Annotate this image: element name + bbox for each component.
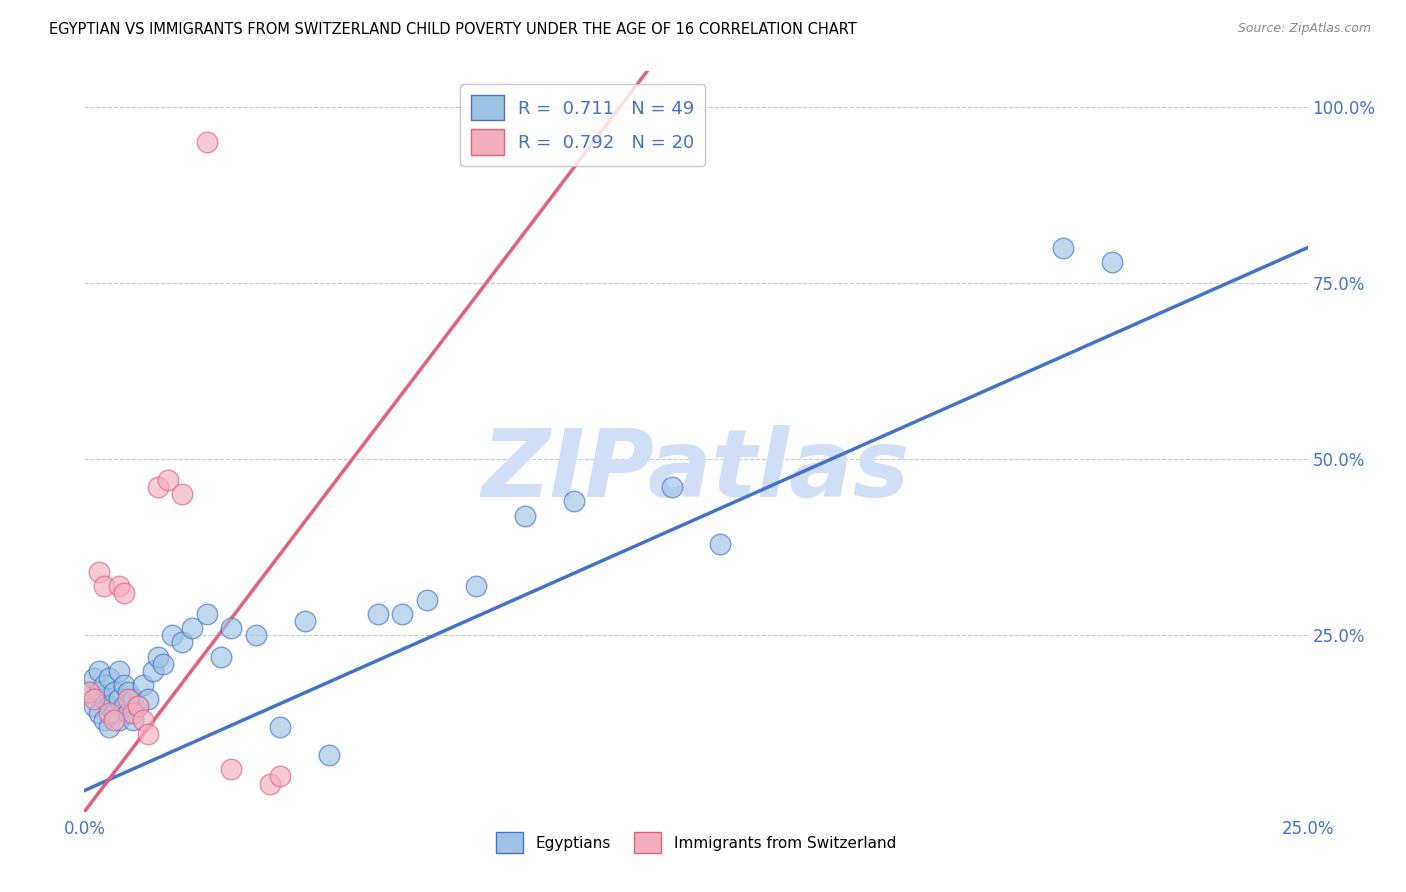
Point xyxy=(661,480,683,494)
Point xyxy=(269,769,291,783)
Point xyxy=(146,480,169,494)
Point xyxy=(83,698,105,713)
Point xyxy=(172,487,194,501)
Point xyxy=(93,713,115,727)
Point xyxy=(112,586,135,600)
Point xyxy=(156,473,179,487)
Point xyxy=(219,621,242,635)
Point xyxy=(464,579,486,593)
Point xyxy=(77,685,100,699)
Point xyxy=(709,537,731,551)
Point xyxy=(107,579,129,593)
Point xyxy=(219,763,242,777)
Point xyxy=(117,706,139,720)
Point xyxy=(367,607,389,622)
Point xyxy=(146,649,169,664)
Point xyxy=(112,698,135,713)
Point xyxy=(93,579,115,593)
Point xyxy=(318,748,340,763)
Point xyxy=(117,692,139,706)
Point xyxy=(97,671,120,685)
Point xyxy=(1101,254,1123,268)
Text: ZIPatlas: ZIPatlas xyxy=(482,425,910,517)
Point xyxy=(97,698,120,713)
Point xyxy=(416,593,439,607)
Point xyxy=(391,607,413,622)
Point xyxy=(269,720,291,734)
Legend: Egyptians, Immigrants from Switzerland: Egyptians, Immigrants from Switzerland xyxy=(489,826,903,860)
Point xyxy=(87,664,110,678)
Point xyxy=(136,692,159,706)
Point xyxy=(87,685,110,699)
Point xyxy=(132,678,155,692)
Point xyxy=(112,678,135,692)
Point xyxy=(136,727,159,741)
Point xyxy=(103,685,125,699)
Point xyxy=(209,649,232,664)
Point xyxy=(1052,241,1074,255)
Point xyxy=(122,706,145,720)
Point xyxy=(107,692,129,706)
Point xyxy=(172,635,194,649)
Point xyxy=(294,615,316,629)
Point xyxy=(87,706,110,720)
Point xyxy=(83,692,105,706)
Point xyxy=(195,135,218,149)
Point xyxy=(93,692,115,706)
Point xyxy=(132,713,155,727)
Point xyxy=(181,621,204,635)
Point xyxy=(152,657,174,671)
Point xyxy=(142,664,165,678)
Point xyxy=(117,685,139,699)
Point xyxy=(77,685,100,699)
Point xyxy=(97,706,120,720)
Point xyxy=(127,698,149,713)
Point xyxy=(245,628,267,642)
Point xyxy=(162,628,184,642)
Point xyxy=(513,508,536,523)
Point xyxy=(107,664,129,678)
Text: Source: ZipAtlas.com: Source: ZipAtlas.com xyxy=(1237,22,1371,36)
Point xyxy=(103,706,125,720)
Point xyxy=(107,713,129,727)
Point xyxy=(97,720,120,734)
Point xyxy=(103,713,125,727)
Point xyxy=(259,776,281,790)
Point xyxy=(122,713,145,727)
Point xyxy=(87,565,110,579)
Point xyxy=(122,692,145,706)
Point xyxy=(83,671,105,685)
Text: EGYPTIAN VS IMMIGRANTS FROM SWITZERLAND CHILD POVERTY UNDER THE AGE OF 16 CORREL: EGYPTIAN VS IMMIGRANTS FROM SWITZERLAND … xyxy=(49,22,858,37)
Point xyxy=(127,698,149,713)
Point xyxy=(562,494,585,508)
Point xyxy=(93,678,115,692)
Point xyxy=(195,607,218,622)
